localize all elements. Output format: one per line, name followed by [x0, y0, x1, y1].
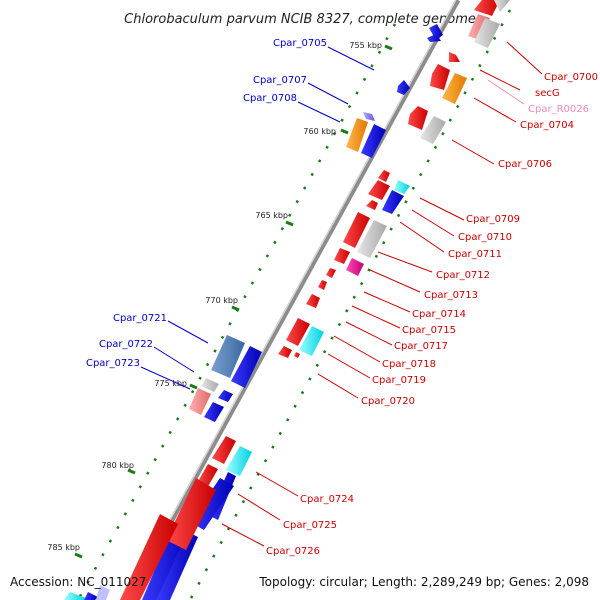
gene-cpar-0711-red[interactable] — [343, 212, 370, 248]
gene-rev-top-1[interactable] — [474, 0, 500, 16]
label-cpar-0700[interactable]: Cpar_0700 — [544, 72, 598, 83]
tick-780: 780 kbp — [101, 461, 136, 475]
label-cpar-0709[interactable]: Cpar_0709 — [466, 214, 520, 225]
tick-770: 770 kbp — [205, 296, 240, 312]
genome-backbone-highlight — [125, 0, 457, 600]
label-cpar-0722[interactable]: Cpar_0722 — [99, 339, 153, 350]
label-cpar-0717[interactable]: Cpar_0717 — [394, 341, 448, 352]
gene-cpar-0723[interactable] — [189, 388, 211, 415]
gene-forward-top[interactable] — [429, 24, 443, 40]
accession-label: Accession: NC_011027 — [10, 575, 146, 589]
genome-backbone — [125, 0, 461, 600]
gene-cpar-0715[interactable] — [306, 294, 320, 308]
gene-f-low-4[interactable] — [156, 532, 198, 600]
label-cpar-0726[interactable]: Cpar_0726 — [266, 546, 320, 557]
gene-cpar-0722[interactable] — [201, 378, 219, 392]
label-cpar-0723[interactable]: Cpar_0723 — [86, 358, 140, 369]
gene-rev-top-2[interactable] — [494, 0, 510, 12]
gene-cpar-0717[interactable] — [286, 318, 310, 346]
forward-labels: Cpar_0705 Cpar_0707 Cpar_0708 Cpar_0721 … — [86, 38, 375, 390]
tick-label: 775 kbp — [154, 379, 187, 388]
gene-f-bottom-lav[interactable] — [96, 585, 110, 600]
label-cpar-r0026[interactable]: Cpar_R0026 — [528, 104, 589, 115]
label-cpar-0706[interactable]: Cpar_0706 — [498, 159, 552, 170]
gene-cpar-0704-red[interactable] — [430, 64, 450, 90]
label-cpar-0720[interactable]: Cpar_0720 — [361, 396, 415, 407]
gene-cpar-0713[interactable] — [326, 268, 336, 278]
label-cpar-0719[interactable]: Cpar_0719 — [372, 375, 426, 386]
gene-0709-r1[interactable] — [378, 170, 390, 182]
gene-0710-r[interactable] — [366, 200, 378, 210]
tick-label: 755 kbp — [349, 41, 382, 50]
gene-cpar-0726-a[interactable] — [166, 478, 216, 550]
gene-0709-r2[interactable] — [368, 180, 390, 200]
label-secg[interactable]: secG — [535, 88, 560, 99]
gene-secg[interactable] — [449, 52, 460, 62]
genome-summary: Topology: circular; Length: 2,289,249 bp… — [258, 575, 589, 589]
gene-cpar-0726[interactable] — [120, 514, 178, 600]
gene-cpar-0709[interactable] — [394, 180, 410, 194]
gene-cpar-0721[interactable] — [211, 335, 245, 378]
tick-label: 770 kbp — [205, 296, 238, 305]
gene-f-bottom-blue[interactable] — [84, 592, 98, 600]
gene-cpar-0706[interactable] — [420, 116, 446, 144]
label-cpar-0725[interactable]: Cpar_0725 — [283, 520, 337, 531]
tick-label: 760 kbp — [303, 127, 336, 136]
gene-cpar-0719[interactable] — [278, 346, 292, 358]
label-cpar-0714[interactable]: Cpar_0714 — [412, 309, 466, 320]
tick-785: 785 kbp — [47, 543, 83, 559]
gc-track — [76, 23, 397, 600]
label-cpar-0704[interactable]: Cpar_0704 — [520, 120, 574, 131]
tick-label: 780 kbp — [101, 461, 134, 470]
gene-cpar-0706-red[interactable] — [408, 106, 428, 130]
gene-cpar-0724-red[interactable] — [212, 436, 236, 464]
label-cpar-0721[interactable]: Cpar_0721 — [113, 313, 167, 324]
label-cpar-0711[interactable]: Cpar_0711 — [448, 249, 502, 260]
gene-0723b[interactable] — [204, 402, 224, 422]
tick-label: 785 kbp — [47, 543, 80, 552]
gene-cpar-0712-red[interactable] — [334, 248, 350, 264]
label-cpar-0708[interactable]: Cpar_0708 — [243, 93, 297, 104]
gene-forward-top-2[interactable] — [427, 34, 441, 42]
gene-cpar-0704[interactable] — [442, 73, 467, 104]
skew-track — [188, 9, 512, 600]
reverse-labels: Cpar_0700 secG Cpar_R0026 Cpar_0704 Cpar… — [221, 41, 598, 557]
label-cpar-0710[interactable]: Cpar_0710 — [458, 232, 512, 243]
gene-cpar-0705[interactable] — [397, 80, 410, 95]
tick-760: 760 kbp — [303, 127, 349, 136]
scale-ticks: 755 kbp 760 kbp 765 kbp 770 kbp 775 kbp … — [47, 41, 393, 559]
gene-cpar-0714[interactable] — [318, 280, 327, 290]
gene-cpar-0720[interactable] — [294, 352, 300, 358]
label-cpar-0715[interactable]: Cpar_0715 — [402, 325, 456, 336]
label-cpar-0707[interactable]: Cpar_0707 — [253, 75, 307, 86]
gene-cpar-0700[interactable] — [474, 18, 500, 48]
tick-755: 755 kbp — [349, 41, 393, 51]
gene-cpar-0718[interactable] — [299, 326, 324, 356]
gene-cpar-0711[interactable] — [357, 220, 387, 258]
label-cpar-0724[interactable]: Cpar_0724 — [300, 494, 354, 505]
gene-cpar-0708-orange[interactable] — [346, 118, 368, 152]
gene-cpar-0710[interactable] — [382, 190, 404, 214]
label-cpar-0712[interactable]: Cpar_0712 — [436, 270, 490, 281]
gene-f-bottom-cyan[interactable] — [64, 592, 86, 600]
label-cpar-0705[interactable]: Cpar_0705 — [273, 38, 327, 49]
gene-0722b[interactable] — [218, 390, 233, 402]
label-cpar-0718[interactable]: Cpar_0718 — [382, 359, 436, 370]
tick-765: 765 kbp — [255, 211, 294, 227]
label-cpar-0713[interactable]: Cpar_0713 — [424, 290, 478, 301]
reverse-genes — [120, 0, 510, 600]
tick-775: 775 kbp — [154, 379, 198, 390]
tick-label: 765 kbp — [255, 211, 288, 220]
gene-cpar-0707[interactable] — [363, 112, 375, 121]
gene-0721b[interactable] — [231, 346, 262, 388]
gene-cpar-0708[interactable] — [361, 124, 386, 158]
gene-cpar-0712[interactable] — [346, 258, 364, 276]
forward-genes — [64, 24, 443, 600]
map-title: Chlorobaculum parvum NCIB 8327, complete… — [124, 12, 476, 27]
gene-cpar-0724[interactable] — [226, 446, 252, 476]
